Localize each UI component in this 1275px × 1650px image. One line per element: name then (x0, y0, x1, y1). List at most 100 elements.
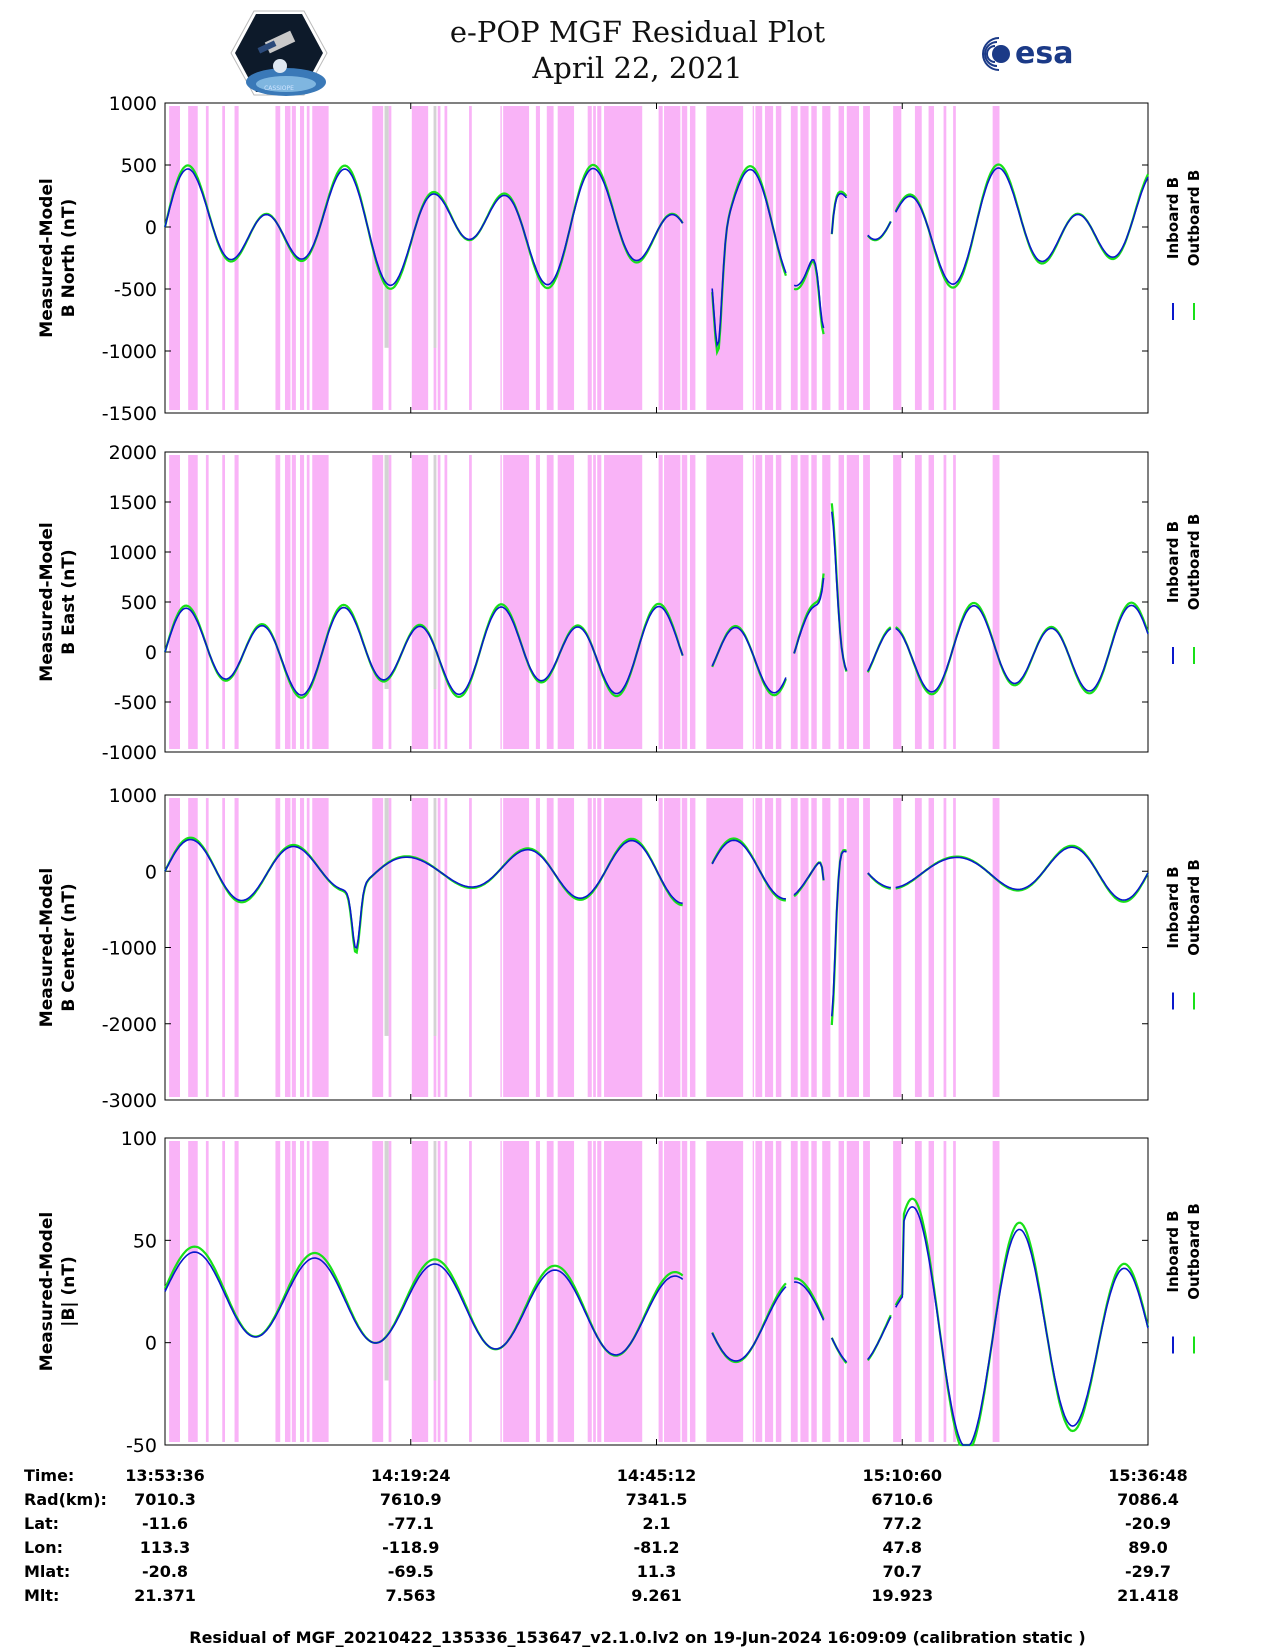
shaded-interval (299, 455, 305, 749)
shaded-interval (953, 798, 956, 1097)
shaded-interval (790, 798, 798, 1097)
shaded-interval (689, 106, 696, 410)
info-value: 15:36:48 (1108, 1466, 1188, 1485)
info-value: 13:53:36 (125, 1466, 205, 1485)
shaded-interval (587, 798, 592, 1097)
shaded-interval (500, 106, 502, 410)
shaded-interval (893, 106, 902, 410)
shaded-interval (893, 798, 902, 1097)
shaded-interval (503, 798, 530, 1097)
info-value: -77.1 (387, 1514, 434, 1533)
shaded-interval (169, 455, 180, 749)
shaded-interval (546, 798, 554, 1097)
shaded-interval (437, 106, 441, 410)
shaded-interval (658, 106, 663, 410)
shaded-interval (503, 455, 530, 749)
cassiope-logo: CASSIOPE (230, 10, 328, 96)
y-axis-label: B Center (nT) (59, 883, 79, 1011)
shaded-interval (755, 455, 763, 749)
info-value: 7086.4 (1117, 1490, 1179, 1509)
y-tick-label: 1000 (109, 785, 157, 807)
shaded-interval (658, 1141, 663, 1442)
shaded-interval (604, 106, 643, 410)
shaded-interval (764, 1141, 774, 1442)
shaded-interval (664, 798, 681, 1097)
shaded-interval (992, 455, 1000, 749)
y-tick-label: 0 (145, 217, 157, 239)
shaded-interval (928, 455, 935, 749)
shaded-interval (604, 1141, 643, 1442)
shaded-interval (546, 1141, 554, 1442)
y-tick-label: -2000 (102, 1014, 157, 1036)
shaded-interval (775, 798, 782, 1097)
shaded-interval (914, 455, 922, 749)
shaded-interval (593, 106, 596, 410)
shaded-interval (275, 455, 281, 749)
info-value: 47.8 (882, 1538, 922, 1557)
info-value: 21.418 (1117, 1586, 1179, 1605)
shaded-interval (169, 106, 180, 410)
shaded-interval (800, 455, 809, 749)
legend-entry: Outboard B (1185, 514, 1203, 611)
gray-interval (433, 455, 437, 689)
gray-interval (433, 798, 437, 1036)
shaded-interval (299, 106, 305, 410)
shaded-interval (205, 106, 209, 410)
shaded-interval (222, 455, 225, 749)
y-tick-label: -50 (126, 1435, 157, 1457)
info-value: 19.923 (871, 1586, 934, 1605)
shaded-interval (706, 798, 744, 1097)
shaded-interval (169, 1141, 180, 1442)
shaded-interval (658, 798, 663, 1097)
info-label: Mlt: (24, 1586, 60, 1605)
shaded-interval (658, 455, 663, 749)
shaded-interval (411, 798, 429, 1097)
shaded-interval (943, 1141, 947, 1442)
info-value: 2.1 (642, 1514, 671, 1533)
y-tick-label: 500 (121, 592, 157, 614)
legend-entry: Outboard B (1185, 1203, 1203, 1300)
shaded-interval (372, 798, 384, 1097)
panel-2: 2000 1500 1000 500 0 -500 -1000 Measured-Model B… (37, 442, 1203, 764)
shaded-interval (943, 106, 947, 410)
shaded-interval (597, 106, 602, 410)
shaded-interval (790, 455, 798, 749)
shaded-interval (863, 455, 870, 749)
shaded-interval (681, 455, 688, 749)
info-value: -69.5 (387, 1562, 434, 1581)
shaded-interval (546, 455, 554, 749)
info-value: 70.7 (882, 1562, 922, 1581)
shaded-interval (790, 1141, 798, 1442)
shaded-interval (312, 455, 329, 749)
shaded-interval (893, 1141, 902, 1442)
inboard-series-line (164, 838, 1149, 1017)
shaded-interval (444, 1141, 448, 1442)
info-value: 113.3 (139, 1538, 191, 1557)
y-tick-label: 1000 (109, 93, 157, 115)
info-value: 77.2 (882, 1514, 922, 1533)
shaded-interval (275, 106, 281, 410)
shaded-interval (535, 1141, 540, 1442)
shaded-interval (291, 455, 296, 749)
shaded-interval (597, 455, 602, 749)
shaded-interval (811, 455, 817, 749)
shaded-interval (846, 1141, 860, 1442)
shaded-interval (299, 798, 305, 1097)
shaded-interval (299, 1141, 305, 1442)
gray-interval (433, 106, 437, 348)
shaded-interval (557, 1141, 575, 1442)
info-value: -29.7 (1124, 1562, 1172, 1581)
shaded-interval (914, 1141, 922, 1442)
shaded-interval (752, 455, 755, 749)
y-tick-label: 0 (145, 642, 157, 664)
shaded-interval (706, 455, 744, 749)
shaded-interval (752, 1141, 755, 1442)
shaded-interval (928, 798, 935, 1097)
shaded-interval (953, 106, 956, 410)
footer-caption: Residual of MGF_20210422_135336_153647_v… (189, 1628, 1086, 1647)
shaded-interval (234, 798, 239, 1097)
shaded-interval (846, 798, 860, 1097)
info-row: Lat: -11.6 -77.1 2.1 77.2 -20.9 (0, 1514, 1275, 1538)
shaded-interval (284, 106, 291, 410)
legend-entry: Inboard B (1164, 521, 1182, 603)
